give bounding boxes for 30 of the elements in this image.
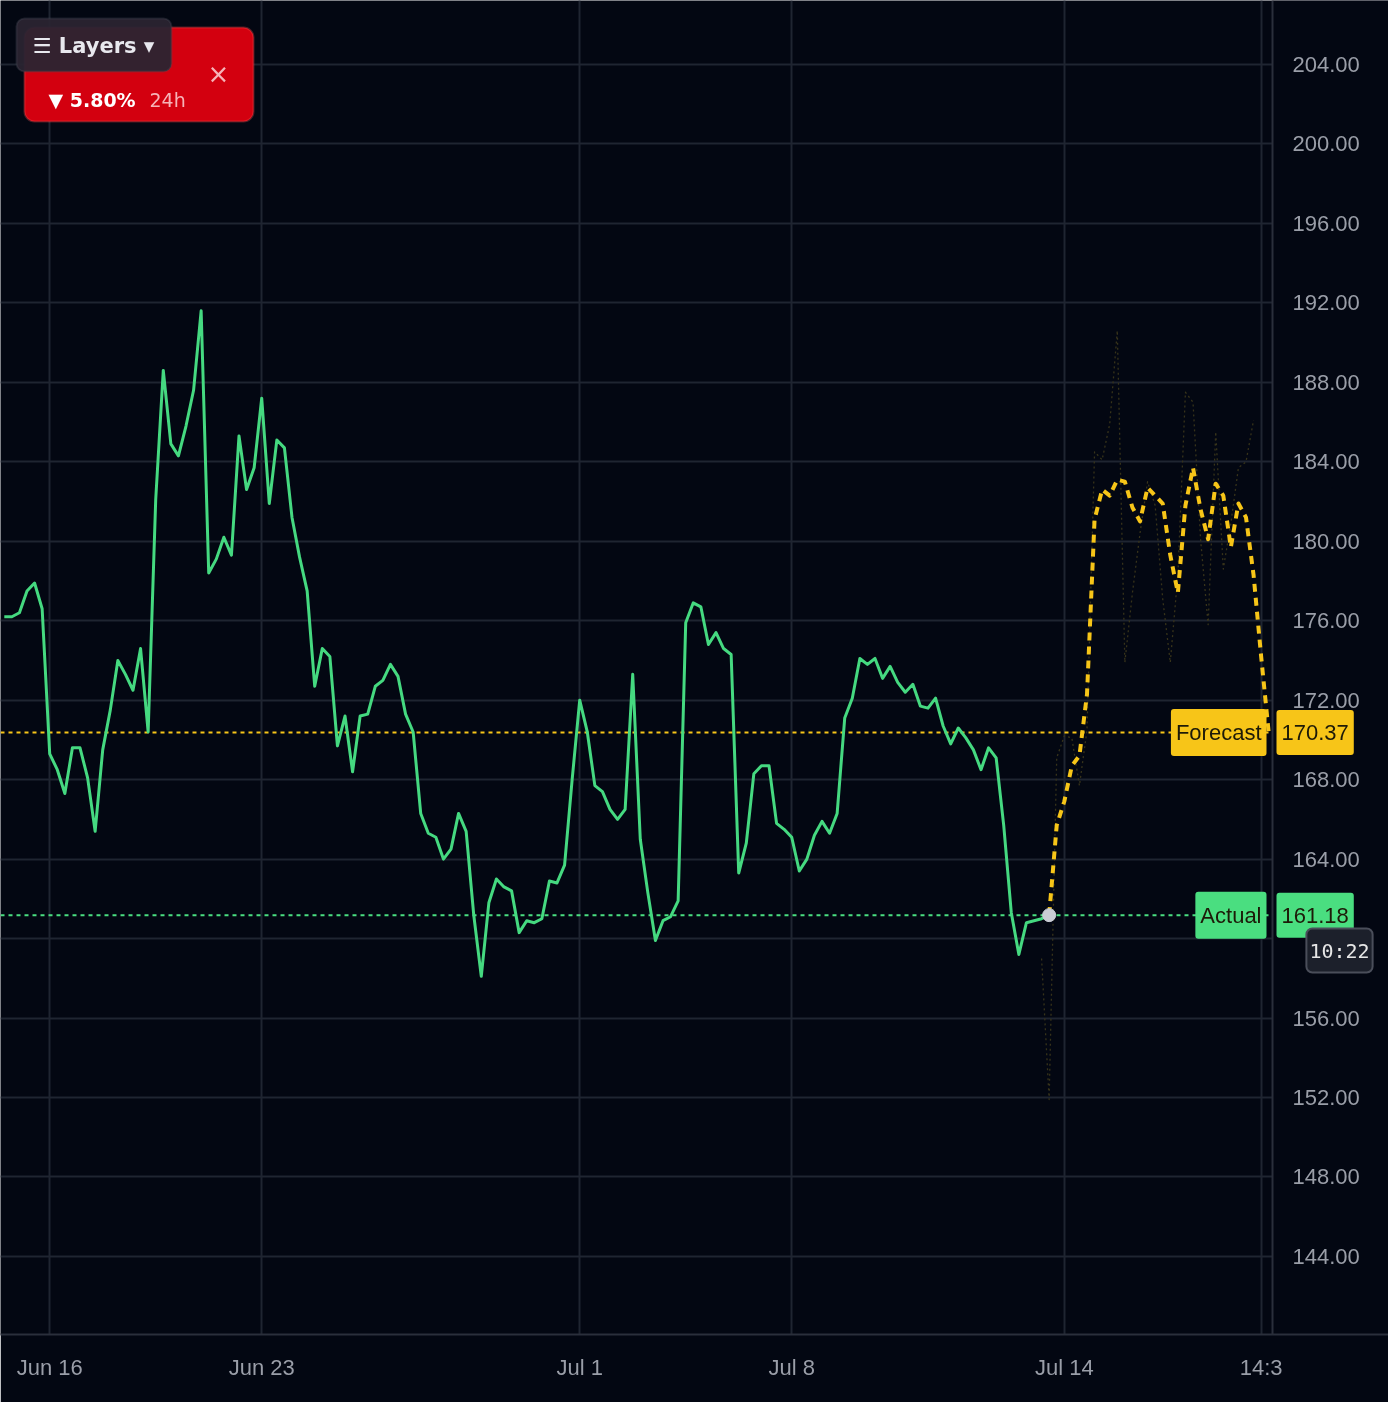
y-tick-label: 180.00 [1292, 528, 1360, 554]
y-tick-label: 200.00 [1292, 131, 1360, 157]
y-tick-label: 164.00 [1292, 846, 1360, 872]
y-tick-label: 176.00 [1292, 608, 1360, 634]
x-tick-label: Jun 23 [228, 1354, 295, 1380]
annotation: 24h [149, 88, 186, 111]
y-tick-label: 196.00 [1292, 210, 1360, 236]
ref-line-label: Actual [1200, 902, 1262, 928]
y-tick-label: 188.00 [1292, 369, 1360, 395]
x-tick-label: Jun 16 [16, 1354, 83, 1380]
annotation: 161.18 [1281, 902, 1349, 928]
annotation: × [207, 58, 230, 89]
y-tick-label: 204.00 [1292, 51, 1360, 77]
annotation: ▼ 5.80% [48, 88, 136, 111]
y-tick-label: 152.00 [1292, 1085, 1360, 1110]
x-tick-label: Jul 1 [556, 1354, 603, 1380]
ref-line-label: Forecast [1175, 720, 1262, 746]
y-tick-label: 172.00 [1292, 687, 1360, 713]
x-tick-label: Jul 8 [768, 1354, 815, 1380]
x-tick-label: Jul 14 [1034, 1354, 1094, 1380]
y-tick-label: 168.00 [1292, 767, 1360, 793]
x-tick-label: 14:3 [1239, 1354, 1283, 1380]
y-tick-label: 184.00 [1292, 449, 1360, 475]
y-tick-label: 156.00 [1292, 1005, 1360, 1031]
y-tick-label: 148.00 [1292, 1164, 1360, 1190]
annotation: 170.37 [1281, 720, 1349, 746]
y-tick-label: 144.00 [1292, 1243, 1360, 1269]
y-tick-label: 192.00 [1292, 290, 1360, 316]
annotation: ☰ Layers ▾ [32, 33, 155, 58]
text: 10:22 [1309, 938, 1370, 963]
